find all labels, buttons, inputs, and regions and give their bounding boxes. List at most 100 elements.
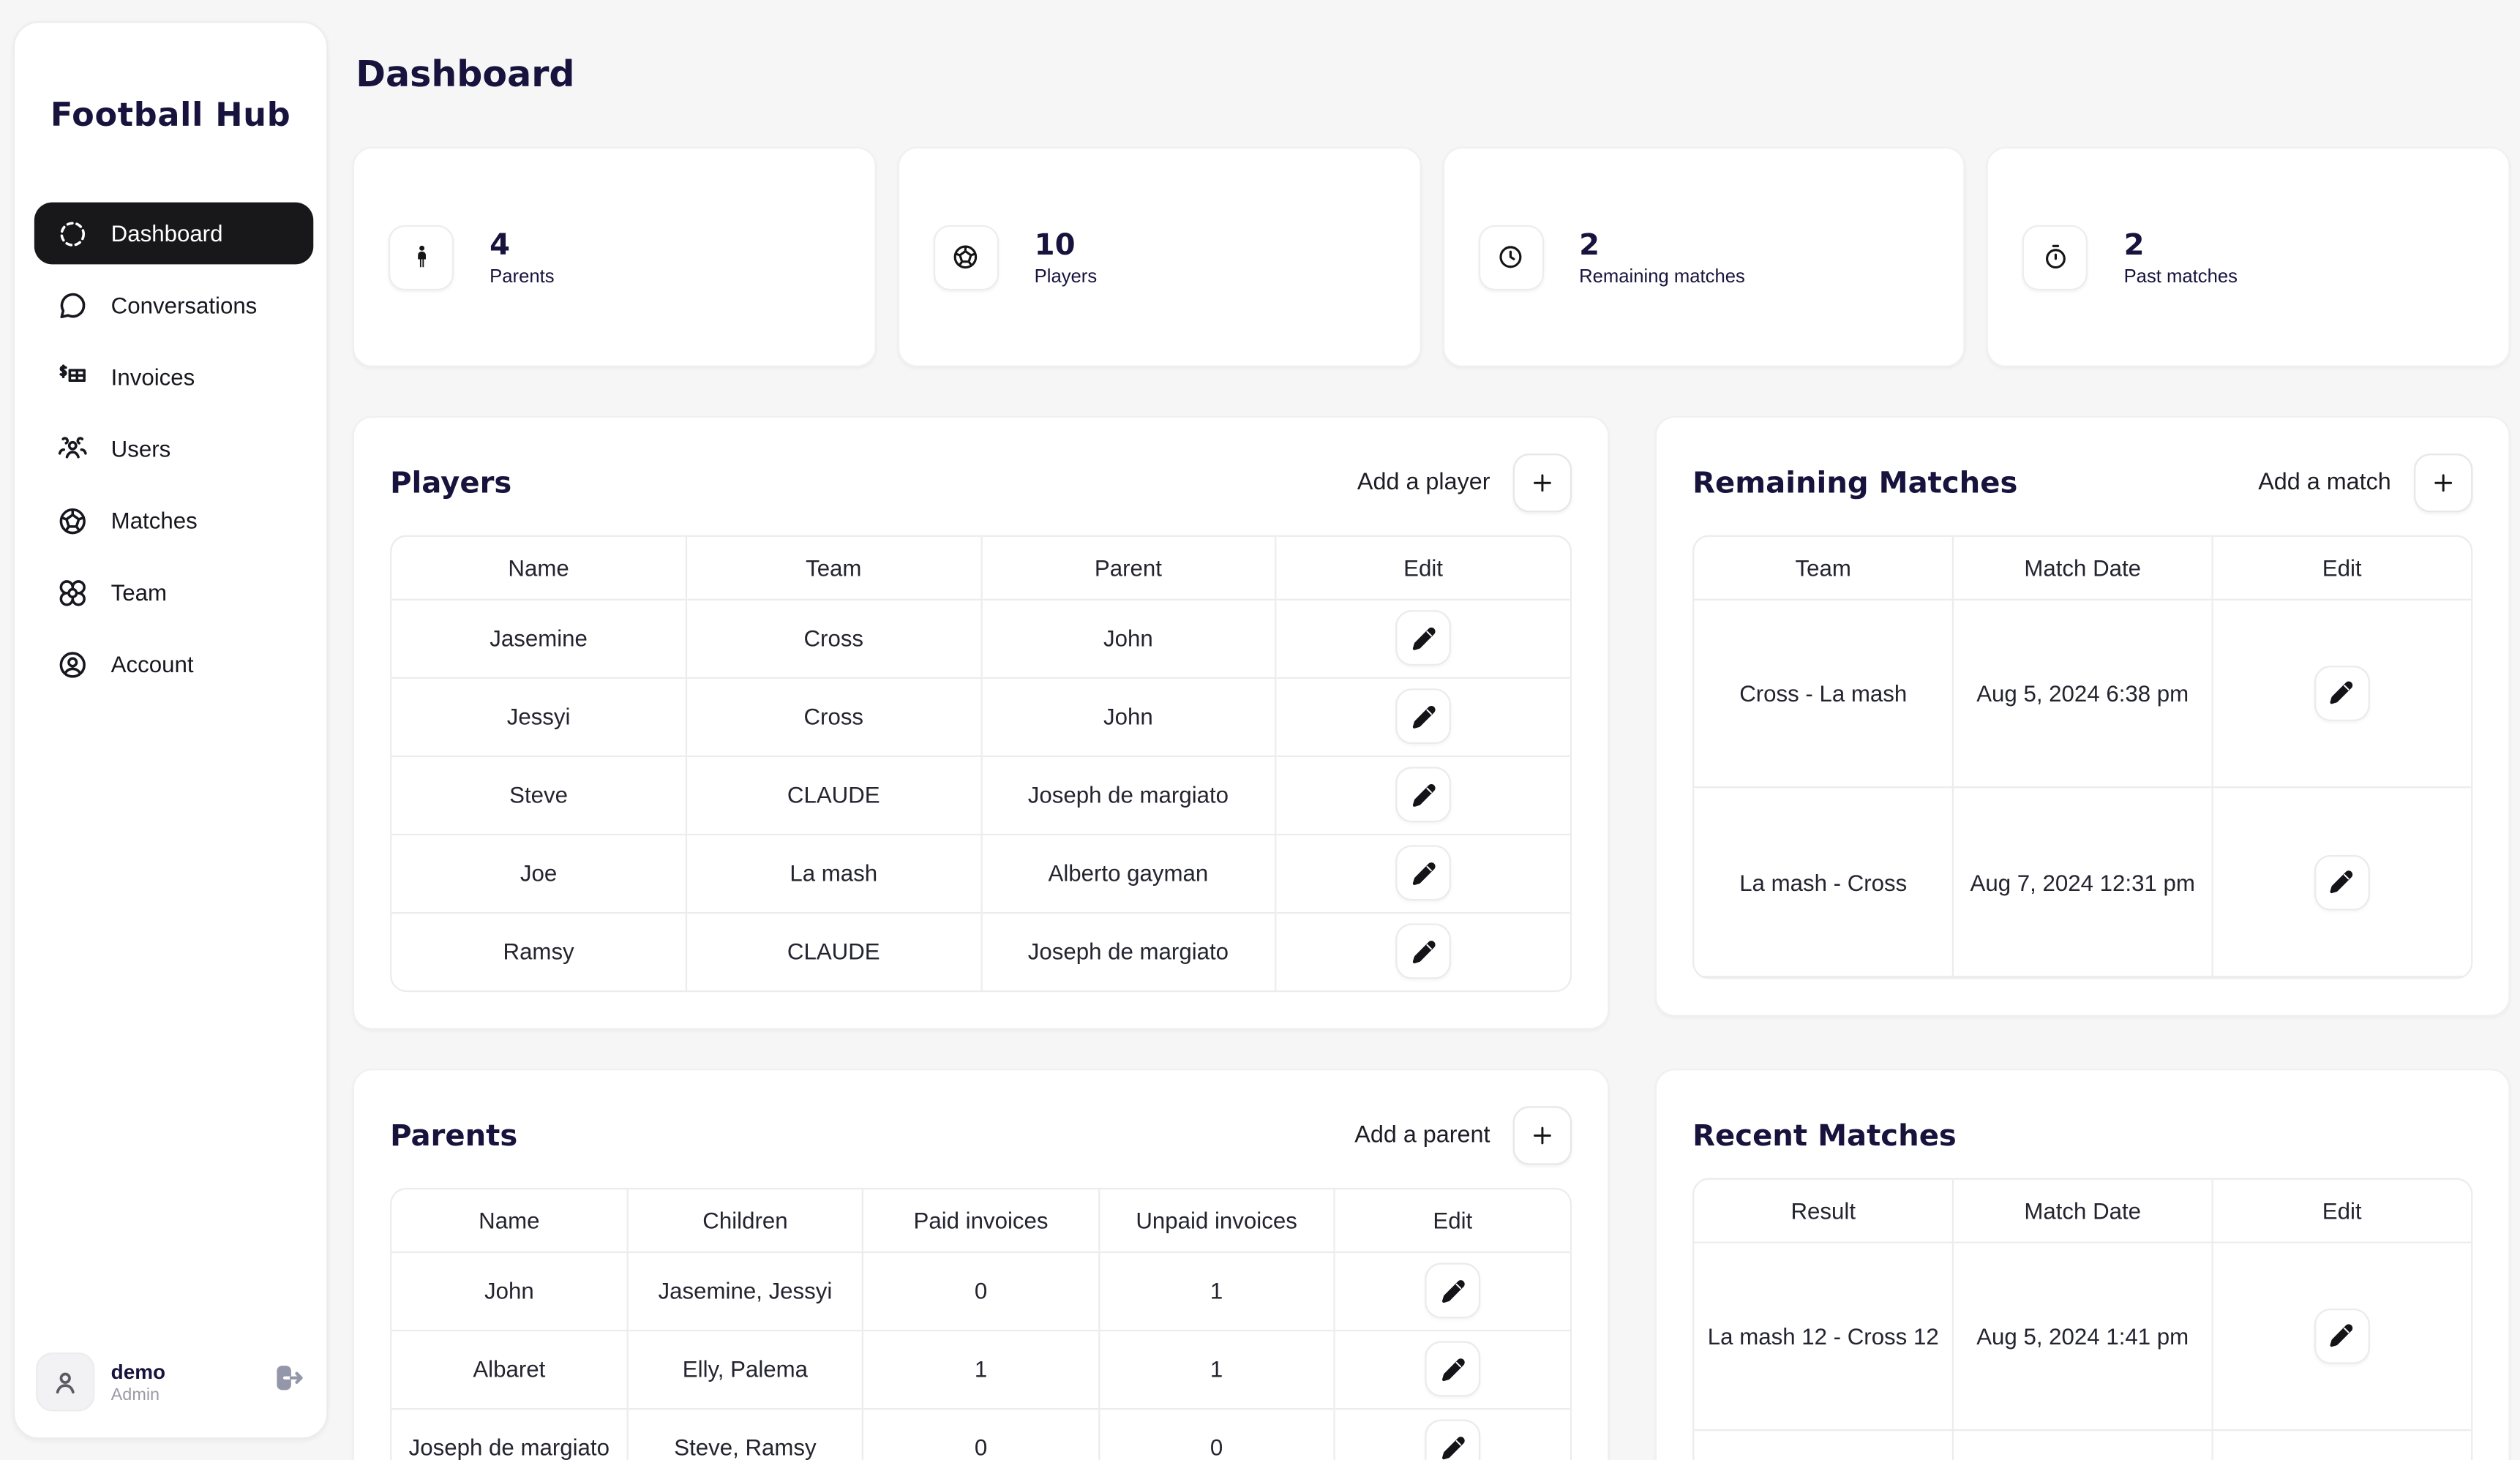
cell-parent: Joseph de margiato [980,911,1276,990]
column-header: Team [685,536,981,600]
cell-edit [1333,1408,1570,1460]
user-card: demo Admin [36,1352,307,1412]
table-row: La mash - Cross Aug 7, 2024 12:31 pm [1694,787,2472,978]
account-icon [57,649,88,680]
stat-value: 2 [1579,227,1600,263]
cell-date: Aug 6, 2024 12:00 am [1952,1430,2213,1460]
user-role: Admin [110,1384,160,1404]
invoice-icon [57,361,88,392]
sidebar-item-label: Team [110,579,168,606]
table-row: John Jasemine, Jessyi 0 1 [391,1251,1570,1331]
plus-icon [2430,470,2456,496]
plus-icon [1529,1123,1556,1149]
remaining-matches-table: Team Match Date Edit Cross - La mash Aug 5… [1692,535,2473,979]
cell-edit [1275,833,1570,914]
stat-label: Players [1034,266,1098,287]
table-row: Steve CLAUDE Joseph de margiato [391,755,1570,835]
add-player-label: Add a player [1357,470,1490,497]
cell-paid: 0 [862,1408,1099,1460]
person-icon [388,224,454,290]
players-panel: Players Add a player Name Team Parent Edit [352,415,1610,1030]
cell-name: John [391,1251,628,1331]
add-parent-button[interactable] [1512,1106,1572,1165]
sidebar-item-account[interactable]: Account [34,633,313,695]
plus-icon [1529,470,1556,496]
panel-title: Players [390,465,512,500]
sidebar-item-label: Dashboard [110,220,223,247]
sidebar-item-users[interactable]: Users [34,418,313,480]
panel-title: Recent Matches [1692,1118,1957,1153]
edit-button[interactable] [1395,924,1452,979]
sidebar-nav: Dashboard Conversations Invoices [34,202,314,696]
cell-paid: 1 [862,1329,1099,1410]
cell-name: Jessyi [391,677,686,756]
logout-icon[interactable] [273,1361,307,1403]
cell-edit [1333,1329,1570,1410]
sidebar-item-invoices[interactable]: Invoices [34,346,313,408]
edit-button[interactable] [2314,1308,2370,1364]
parents-table: Name Children Paid invoices Unpaid invoices… [390,1187,1572,1460]
column-header: Match Date [1952,1179,2213,1243]
edit-button[interactable] [1425,1420,1481,1460]
cell-children: Elly, Palema [626,1329,863,1410]
column-header: Name [391,1189,628,1252]
cell-name: Ramsy [503,938,574,965]
sidebar-item-dashboard[interactable]: Dashboard [34,202,314,265]
stat-label: Remaining matches [1579,266,1745,287]
chat-icon [57,290,88,320]
clock-icon [1477,224,1544,290]
sidebar: Football Hub Dashboard Conversations [12,20,329,1440]
stat-card-players: 10 Players [897,146,1421,367]
stat-value: 4 [490,227,511,263]
table-header-row: Name Children Paid invoices Unpaid invoices… [391,1189,1570,1252]
soccer-ball-icon [933,224,999,290]
edit-button[interactable] [2314,665,2370,721]
cell-team: CLAUDE [685,755,981,835]
cell-edit [1333,1251,1570,1331]
cell-unpaid: 1 [1098,1329,1335,1410]
column-header: Edit [1275,536,1570,600]
cell-edit [1275,755,1570,835]
sidebar-item-label: Conversations [110,292,258,318]
add-match-label: Add a match [2258,470,2391,497]
column-header: Edit [2211,536,2472,600]
add-match-button[interactable] [2414,454,2473,513]
edit-button[interactable] [1425,1263,1481,1319]
stat-card-remaining-matches: 2 Remaining matches [1441,146,1966,367]
panel-title: Parents [390,1118,518,1153]
edit-button[interactable] [1395,688,1452,745]
panel-title: Remaining Matches [1692,465,2018,500]
edit-button[interactable] [1425,1341,1481,1397]
cell-edit [2211,598,2472,789]
cell-parent: Alberto gayman [980,833,1276,914]
edit-button[interactable] [1395,610,1452,666]
table-row: La mash 12 - Cross 12 Aug 5, 2024 1:41 p… [1694,1241,2472,1431]
table-row: Cross - La mash Aug 5, 2024 6:38 pm [1694,598,2472,789]
cell-edit [2211,787,2472,978]
table-header-row: Result Match Date Edit [1694,1179,2472,1243]
sidebar-item-label: Invoices [110,364,195,391]
column-header: Result [1694,1179,1954,1243]
cell-parent: John [980,677,1276,756]
stat-label: Past matches [2123,266,2238,287]
column-header: Edit [2211,1179,2472,1243]
edit-button[interactable] [2314,854,2370,910]
table-row: Albaret Elly, Palema 1 1 [391,1329,1570,1410]
cell-edit [1275,911,1570,990]
cell-team: CLAUDE [685,911,981,990]
add-player-button[interactable] [1512,454,1572,513]
user-name: demo [110,1360,166,1383]
stat-card-parents: 4 Parents [352,146,877,367]
sidebar-item-conversations[interactable]: Conversations [34,274,313,336]
stat-value: 2 [2123,227,2145,263]
column-header: Unpaid invoices [1098,1189,1335,1252]
cell-parent: Joseph de margiato [980,755,1276,835]
table-row: Joseph de margiato Steve, Ramsy 0 0 [391,1408,1570,1460]
app-title: Football Hub [50,94,291,134]
column-header: Edit [1333,1189,1570,1252]
sidebar-item-label: Account [110,651,194,677]
edit-button[interactable] [1395,845,1452,901]
sidebar-item-team[interactable]: Team [34,561,313,623]
edit-button[interactable] [1395,767,1452,823]
sidebar-item-matches[interactable]: Matches [34,489,313,552]
